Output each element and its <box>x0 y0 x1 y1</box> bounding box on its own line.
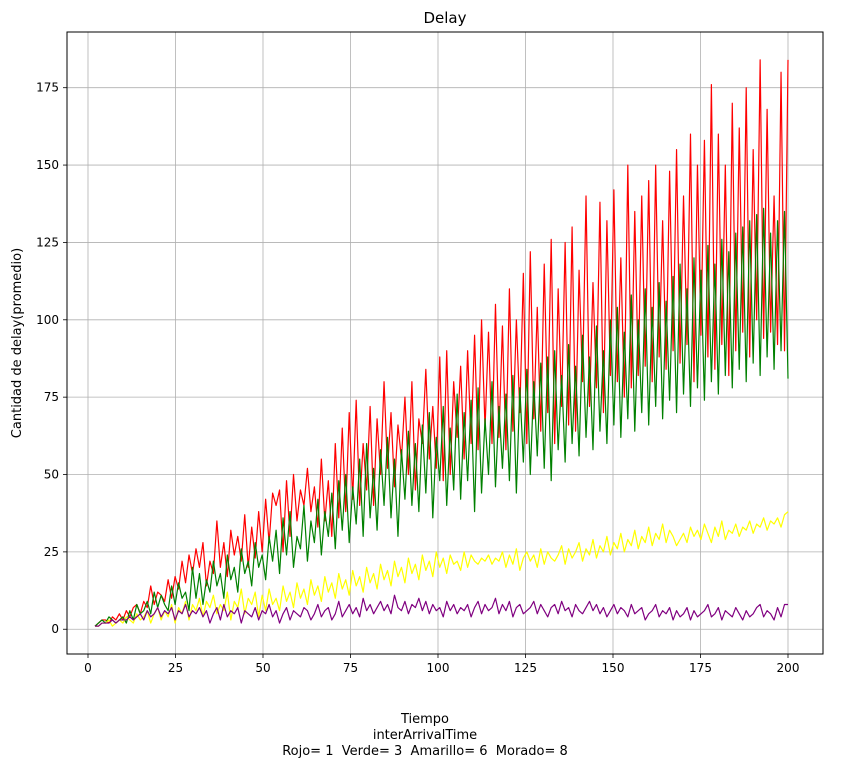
x-axis-label: Tiempo interArrivalTime Rojo= 1 Verde= 3… <box>0 712 850 760</box>
axis-ticks: 0 25 50 75 100 125 150 175 200 0 25 50 75 100 125 150 17… <box>36 81 799 675</box>
grid-lines <box>67 32 823 654</box>
series-layer <box>94 59 789 627</box>
x-tick-label: 150 <box>602 661 625 675</box>
chart-title: Delay <box>423 9 466 27</box>
series-line-1 <box>94 59 789 627</box>
x-tick-label: 200 <box>777 661 800 675</box>
series-line-2 <box>94 207 789 627</box>
y-tick-label: 25 <box>44 545 59 559</box>
series-line-3 <box>95 511 789 627</box>
x-axis-label-line-2: interArrivalTime <box>372 728 478 743</box>
x-tick-label: 125 <box>514 661 537 675</box>
y-tick-label: 50 <box>44 468 59 482</box>
x-tick-label: 175 <box>689 661 712 675</box>
plot-frame <box>66 31 824 655</box>
series-line-4 <box>95 594 788 627</box>
y-tick-label: 150 <box>36 158 59 172</box>
x-axis-label-line-1: Tiempo <box>400 712 450 727</box>
y-tick-label: 75 <box>44 390 59 404</box>
y-tick-label: 175 <box>36 81 59 95</box>
y-tick-label: 125 <box>36 235 59 249</box>
x-tick-label: 50 <box>255 661 270 675</box>
y-tick-label: 0 <box>51 622 59 636</box>
x-axis-label-line-3: Rojo= 1 Verde= 3 Amarillo= 6 Morado= 8 <box>282 744 568 759</box>
y-tick-label: 100 <box>36 313 59 327</box>
x-tick-label: 100 <box>427 661 450 675</box>
y-axis-label: Cantidad de delay(promedio) <box>10 248 25 438</box>
x-tick-label: 75 <box>343 661 358 675</box>
x-tick-label: 25 <box>168 661 183 675</box>
x-tick-label: 0 <box>84 661 92 675</box>
